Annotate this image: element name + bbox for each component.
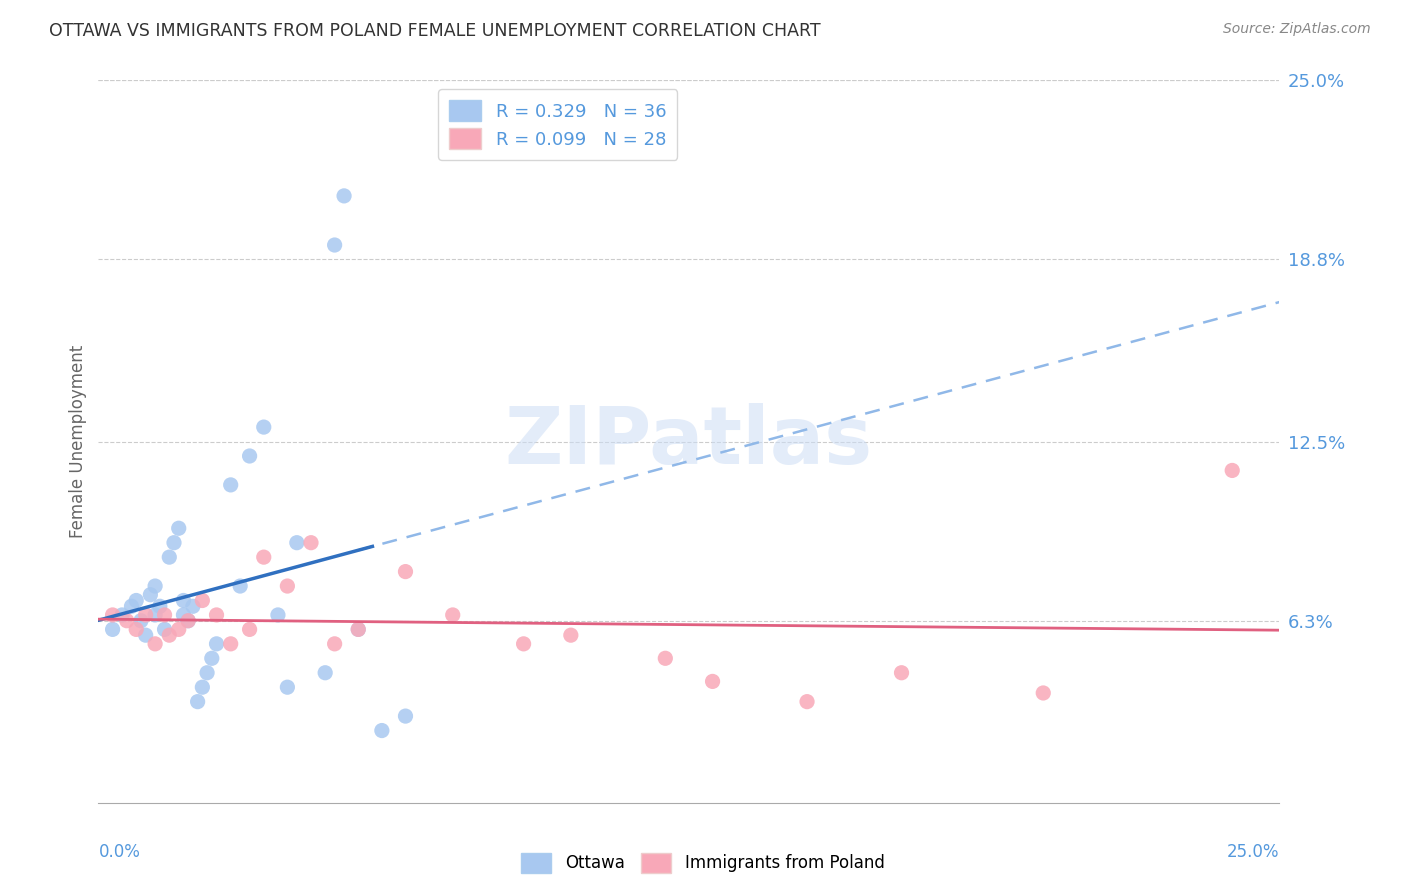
Point bbox=[143, 637, 166, 651]
Point bbox=[654, 651, 676, 665]
Point bbox=[101, 623, 124, 637]
Point bbox=[187, 695, 209, 709]
Point bbox=[191, 680, 214, 694]
Point bbox=[441, 607, 464, 622]
Point bbox=[201, 651, 224, 665]
Point bbox=[139, 588, 162, 602]
Point bbox=[181, 599, 204, 614]
Point bbox=[172, 607, 194, 622]
Point bbox=[125, 623, 148, 637]
Point bbox=[111, 607, 134, 622]
Point bbox=[1220, 463, 1243, 477]
Point bbox=[276, 680, 298, 694]
Point bbox=[219, 637, 242, 651]
Point bbox=[253, 420, 276, 434]
Point bbox=[1032, 686, 1054, 700]
Point bbox=[177, 614, 200, 628]
Point bbox=[205, 607, 228, 622]
Point bbox=[276, 579, 298, 593]
Point bbox=[121, 599, 143, 614]
Point bbox=[347, 623, 370, 637]
Text: ZIPatlas: ZIPatlas bbox=[505, 402, 873, 481]
Point bbox=[172, 593, 194, 607]
Point bbox=[135, 628, 157, 642]
Point bbox=[323, 637, 346, 651]
Point bbox=[347, 623, 370, 637]
Point bbox=[195, 665, 218, 680]
Text: 25.0%: 25.0% bbox=[1227, 843, 1279, 861]
Point bbox=[890, 665, 912, 680]
Text: 0.0%: 0.0% bbox=[98, 843, 141, 861]
Point bbox=[512, 637, 534, 651]
Point bbox=[135, 607, 157, 622]
Point bbox=[167, 521, 190, 535]
Legend: Ottawa, Immigrants from Poland: Ottawa, Immigrants from Poland bbox=[515, 847, 891, 880]
Y-axis label: Female Unemployment: Female Unemployment bbox=[69, 345, 87, 538]
Point bbox=[299, 535, 322, 549]
Point bbox=[323, 238, 346, 252]
Point bbox=[394, 709, 416, 723]
Point bbox=[115, 614, 138, 628]
Point bbox=[253, 550, 276, 565]
Point bbox=[177, 614, 200, 628]
Point bbox=[125, 593, 148, 607]
Point bbox=[229, 579, 252, 593]
Text: OTTAWA VS IMMIGRANTS FROM POLAND FEMALE UNEMPLOYMENT CORRELATION CHART: OTTAWA VS IMMIGRANTS FROM POLAND FEMALE … bbox=[49, 22, 821, 40]
Point bbox=[394, 565, 416, 579]
Point bbox=[285, 535, 308, 549]
Legend: R = 0.329   N = 36, R = 0.099   N = 28: R = 0.329 N = 36, R = 0.099 N = 28 bbox=[439, 89, 678, 160]
Point bbox=[163, 535, 186, 549]
Point bbox=[167, 623, 190, 637]
Point bbox=[153, 607, 176, 622]
Point bbox=[239, 623, 262, 637]
Point bbox=[219, 478, 242, 492]
Point bbox=[702, 674, 724, 689]
Point bbox=[157, 550, 180, 565]
Point bbox=[143, 607, 166, 622]
Point bbox=[371, 723, 394, 738]
Point bbox=[314, 665, 336, 680]
Point bbox=[101, 607, 124, 622]
Point bbox=[129, 614, 152, 628]
Point bbox=[191, 593, 214, 607]
Point bbox=[333, 189, 356, 203]
Point bbox=[239, 449, 262, 463]
Point bbox=[796, 695, 818, 709]
Point bbox=[205, 637, 228, 651]
Point bbox=[153, 623, 176, 637]
Point bbox=[149, 599, 172, 614]
Point bbox=[157, 628, 180, 642]
Point bbox=[267, 607, 290, 622]
Point bbox=[143, 579, 166, 593]
Point bbox=[560, 628, 582, 642]
Text: Source: ZipAtlas.com: Source: ZipAtlas.com bbox=[1223, 22, 1371, 37]
